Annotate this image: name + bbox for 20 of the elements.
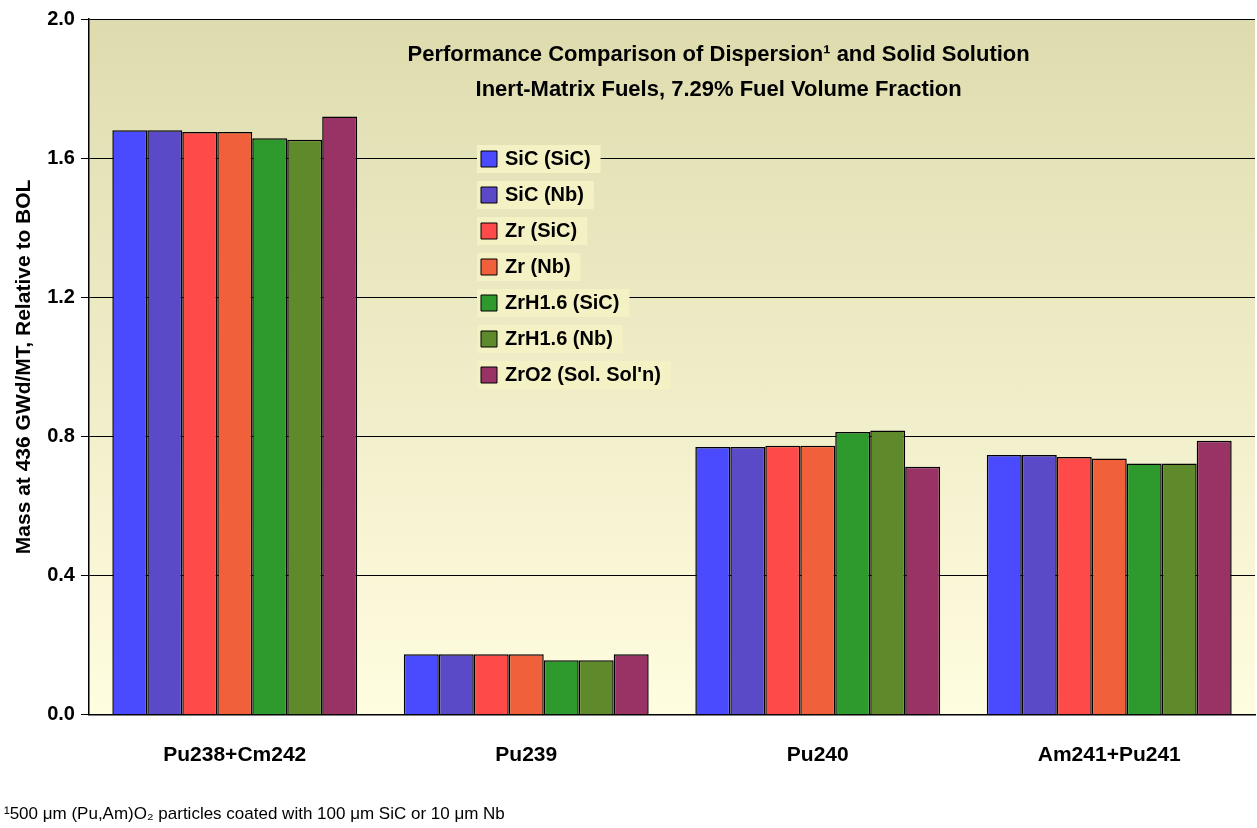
- x-tick-label: Pu240: [786, 742, 849, 766]
- legend-label: SiC (Nb): [505, 182, 584, 205]
- x-tick-label: Pu239: [495, 742, 558, 766]
- y-axis-title: Mass at 436 GWd/MT, Relative to BOL: [11, 179, 35, 555]
- legend-label: ZrH1.6 (Nb): [505, 326, 613, 349]
- y-tick-label: 0.4: [47, 563, 76, 586]
- x-tick-label: Am241+Pu241: [1037, 742, 1182, 766]
- y-tick-label: 1.2: [47, 284, 75, 307]
- legend-label: ZrO2 (Sol. Sol'n): [505, 362, 661, 385]
- x-tick-label: Pu238+Cm242: [163, 742, 307, 766]
- y-tick-label: 0.0: [47, 702, 75, 725]
- legend-label: Zr (Nb): [505, 254, 571, 277]
- text: ¹500 μm (Pu,Am)O₂ particles coated with 100 μm SiC or 10 μm Nb: [4, 803, 505, 823]
- y-tick-label: 0.8: [47, 424, 75, 446]
- y-tick-label: 1.6: [47, 145, 75, 168]
- text: Performance Comparison of Dispersion¹ and Solid Solution Inert-Matrix Fuels, 7.29% Fuel Volume Fraction: [407, 41, 1030, 102]
- y-tick-label: 2.0: [47, 6, 75, 29]
- legend-label: SiC (SiC): [505, 146, 591, 169]
- legend-label: ZrH1.6 (SiC): [505, 290, 620, 313]
- legend-label: Zr (SiC): [505, 218, 578, 241]
